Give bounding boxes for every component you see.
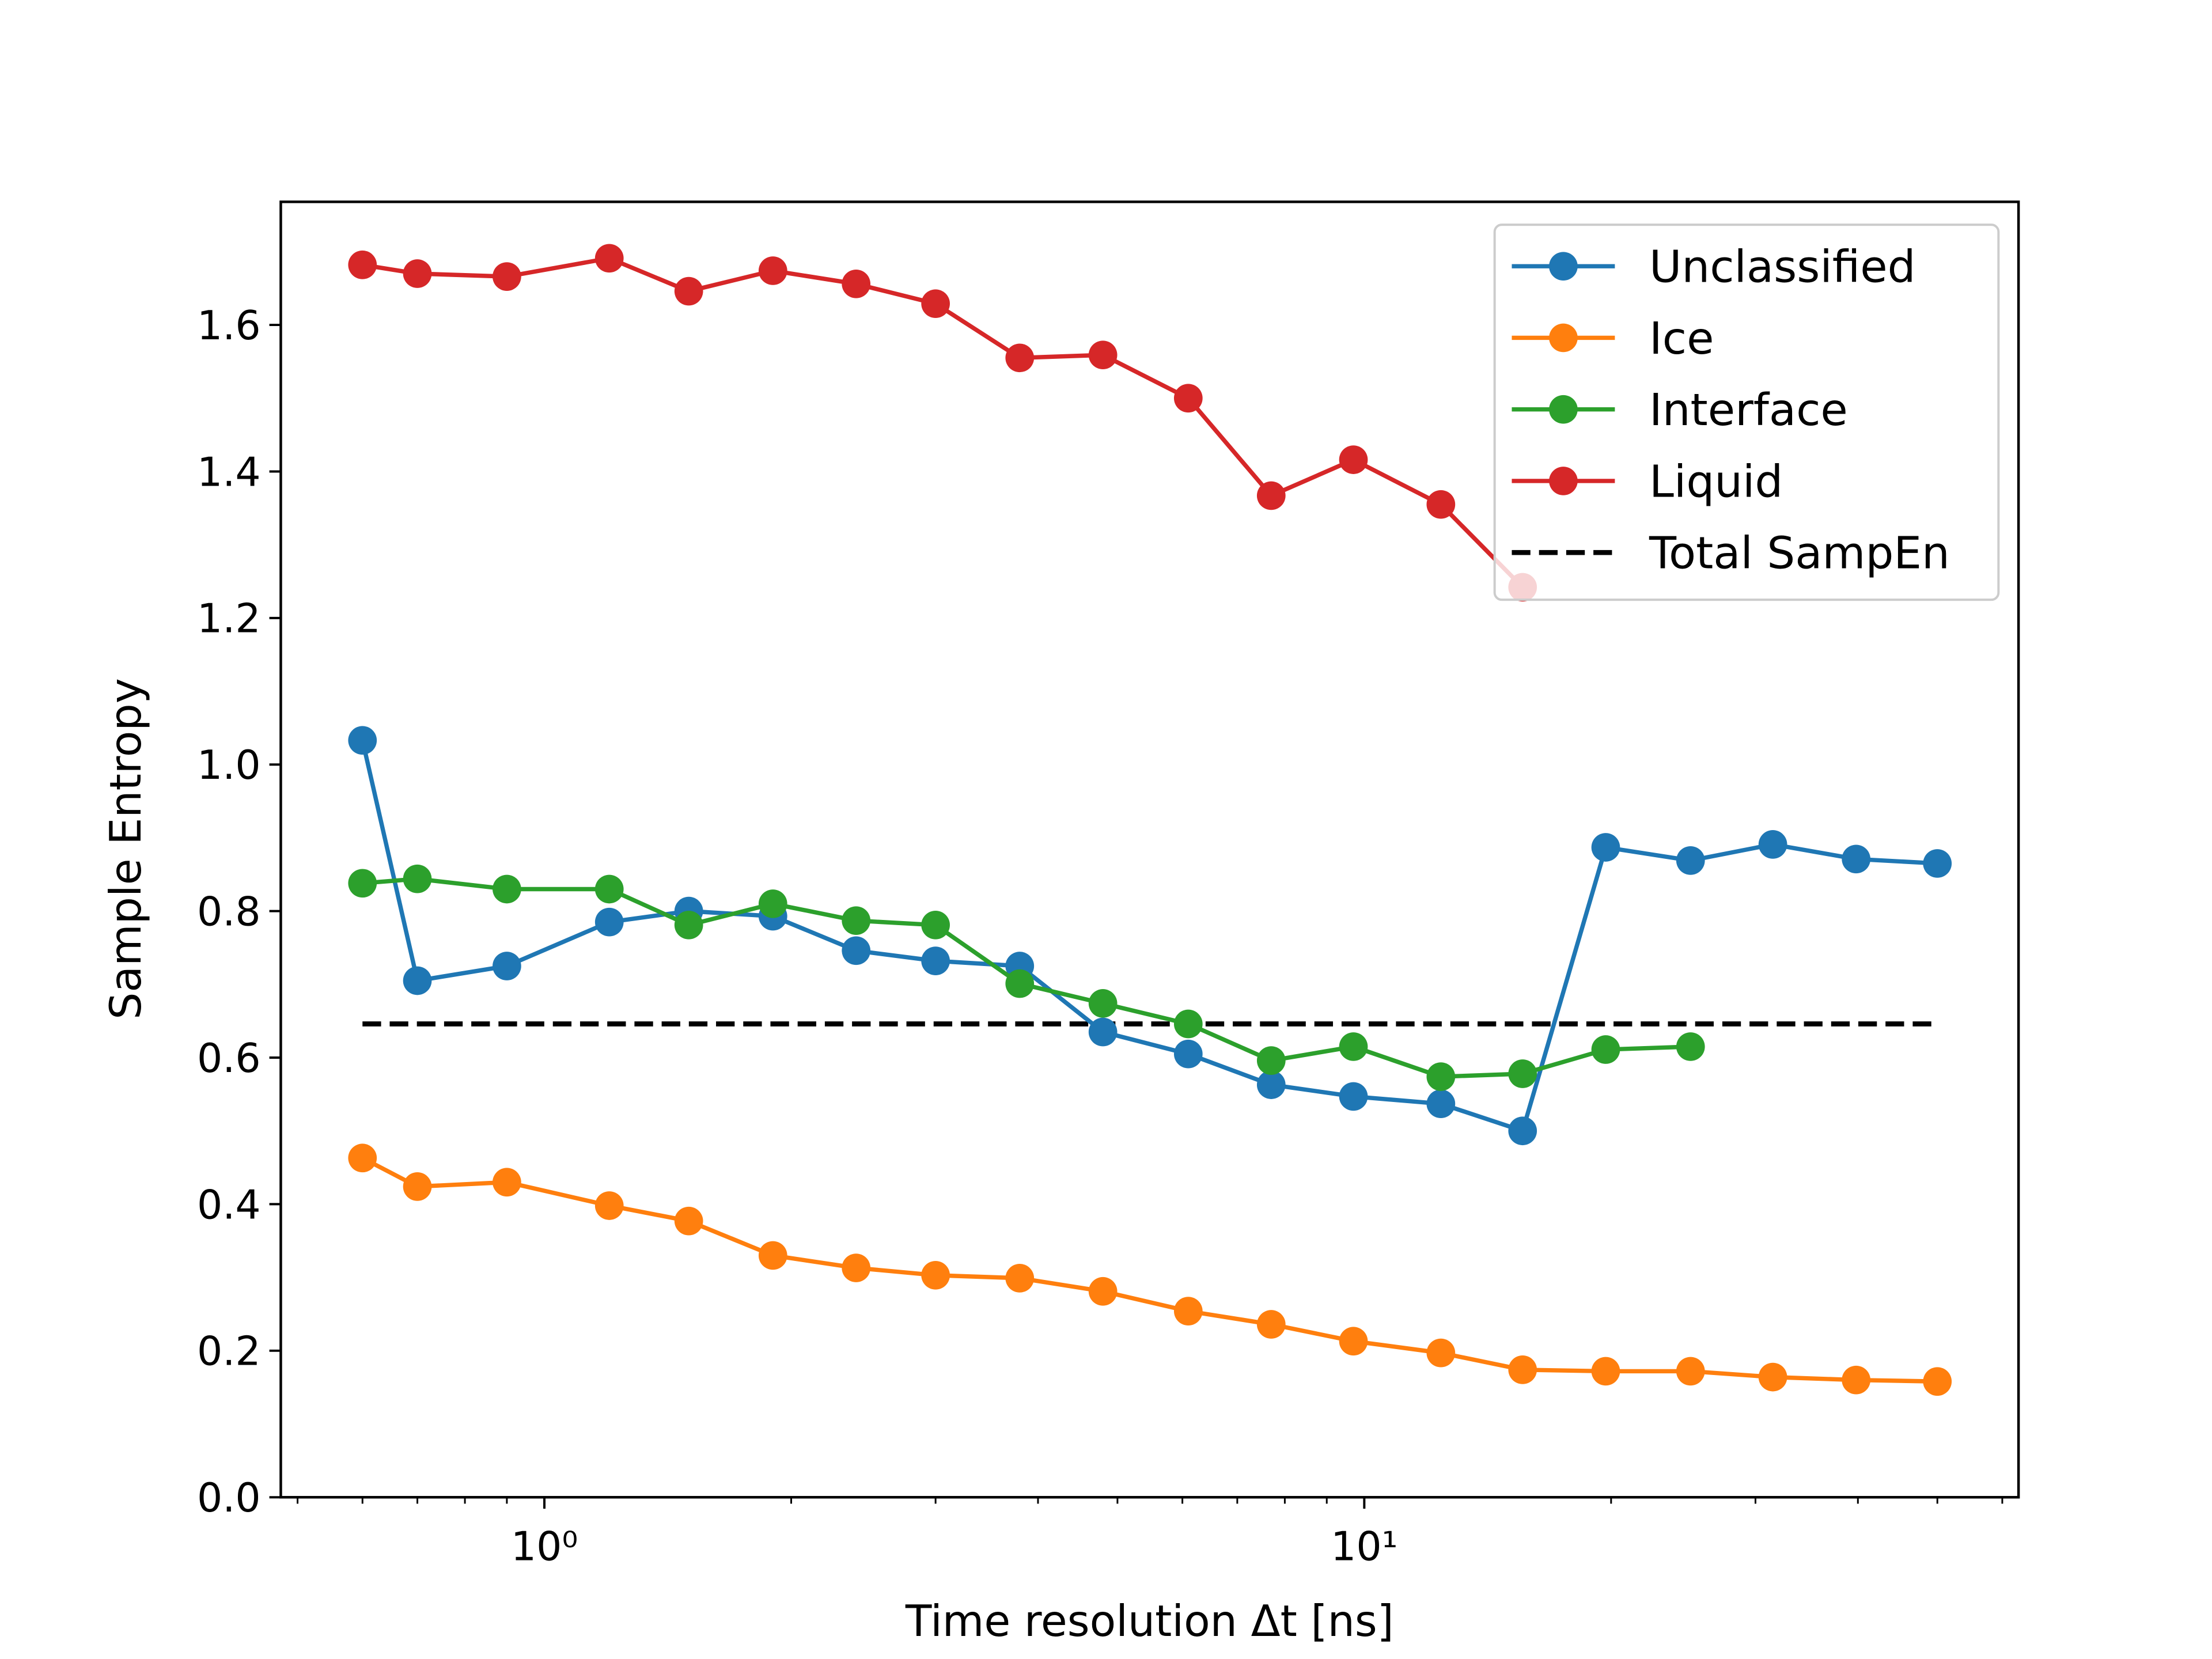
point (403, 259, 432, 288)
point (1088, 340, 1118, 370)
point (1591, 1035, 1620, 1064)
point (1005, 969, 1035, 998)
point (348, 726, 377, 755)
point (1426, 1089, 1456, 1119)
y-tick-label: 0.2 (197, 1328, 261, 1375)
legend-label: Ice (1649, 313, 1714, 365)
point (758, 889, 787, 918)
legend-marker (1549, 252, 1578, 281)
legend-marker (1549, 395, 1578, 424)
point (1426, 490, 1456, 519)
point (594, 1191, 624, 1220)
y-tick-label: 1.6 (197, 302, 261, 349)
y-tick-label: 0.0 (197, 1475, 261, 1521)
point (1508, 1116, 1537, 1146)
point (594, 874, 624, 904)
point (842, 269, 871, 298)
point (1591, 1357, 1620, 1386)
point (1339, 1032, 1368, 1061)
series-line (361, 1156, 1938, 1384)
point (1173, 1297, 1203, 1325)
point (403, 1172, 432, 1201)
point (1088, 989, 1118, 1018)
point (674, 276, 703, 306)
point (842, 936, 871, 965)
point (1842, 1365, 1871, 1395)
point (1005, 1264, 1035, 1293)
point (493, 874, 521, 904)
point (594, 244, 624, 273)
point (493, 952, 521, 980)
y-tick-label: 1.2 (197, 596, 261, 642)
point (1676, 846, 1705, 875)
plot-frame (279, 200, 2020, 1499)
legend-label: Liquid (1649, 456, 1783, 507)
point (842, 1253, 871, 1282)
point (1591, 833, 1620, 862)
point (1426, 1062, 1456, 1091)
point (1256, 1070, 1286, 1099)
point (403, 864, 432, 893)
point (1173, 1039, 1203, 1069)
x-tick-label: 10¹ (1331, 1524, 1397, 1570)
series-line (360, 740, 1938, 1133)
point (758, 256, 787, 285)
point (1923, 1367, 1952, 1396)
point (403, 966, 432, 995)
point (674, 1206, 703, 1236)
point (1508, 1355, 1537, 1384)
point (1088, 1017, 1118, 1047)
y-tick-label: 0.4 (197, 1181, 261, 1228)
legend-label: Interface (1649, 384, 1848, 436)
legend-box (1493, 224, 2000, 601)
legend-label: Total SampEn (1649, 528, 1950, 579)
x-tick-label: 10⁰ (511, 1524, 578, 1570)
point (1005, 343, 1035, 373)
point (921, 946, 950, 975)
point (1339, 1082, 1368, 1111)
point (1676, 1032, 1705, 1061)
point (1339, 1327, 1368, 1356)
point (493, 1168, 521, 1197)
legend-label: Unclassified (1649, 241, 1916, 293)
point (1339, 445, 1368, 474)
point (1256, 481, 1286, 510)
point (1088, 1277, 1118, 1306)
point (1758, 830, 1787, 859)
point (1508, 1059, 1537, 1088)
point (1842, 844, 1871, 874)
point (1256, 1046, 1286, 1075)
point (842, 906, 871, 935)
y-tick-label: 1.0 (197, 742, 261, 789)
point (1173, 384, 1203, 413)
point (921, 289, 950, 319)
point (348, 869, 377, 898)
y-tick-label: 0.8 (197, 888, 261, 935)
y-axis-label: Sample Entropy (101, 678, 151, 1020)
point (674, 910, 703, 940)
point (594, 907, 624, 937)
x-axis-label: Time resolution Δt [ns] (905, 1596, 1394, 1646)
point (1676, 1357, 1705, 1386)
point (921, 1260, 950, 1290)
point (758, 1241, 787, 1270)
point (348, 250, 377, 279)
point (1173, 1009, 1203, 1039)
point (1256, 1310, 1286, 1339)
point (921, 910, 950, 940)
point (1923, 849, 1952, 878)
point (348, 1143, 377, 1173)
point (493, 262, 521, 291)
y-tick-label: 1.4 (197, 449, 261, 495)
y-tick-label: 0.6 (197, 1035, 261, 1082)
point (1758, 1362, 1787, 1392)
point (1426, 1338, 1456, 1368)
legend-marker (1549, 323, 1578, 353)
legend-marker (1549, 467, 1578, 495)
